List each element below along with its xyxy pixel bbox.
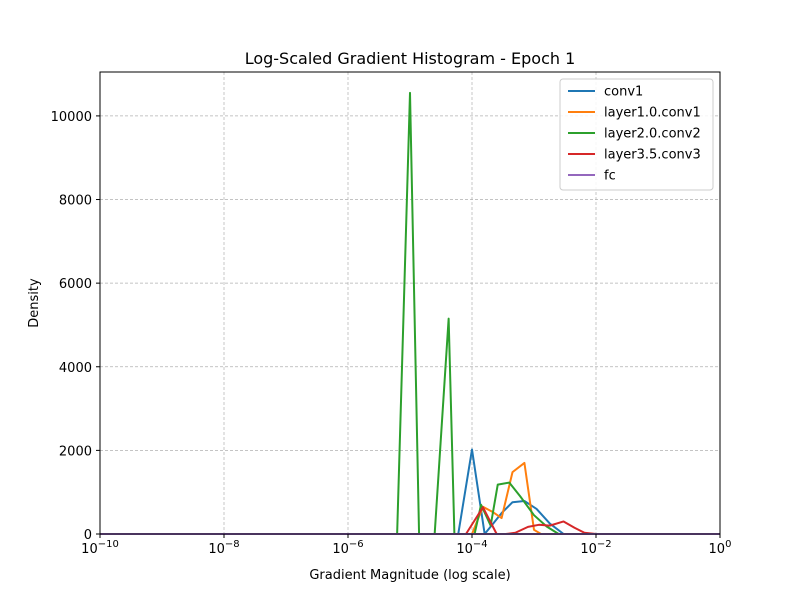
- y-tick-label: 4000: [59, 361, 92, 376]
- ticks-layer: 10−10 10−8 10−6 10−4 10−2 100 0 2000 4000 6000 800…: [51, 110, 732, 557]
- x-tick-label: 10−10: [81, 539, 119, 557]
- chart-title: Log-Scaled Gradient Histogram - Epoch 1: [245, 49, 576, 68]
- legend-label: fc: [604, 169, 616, 184]
- y-tick-label: 10000: [51, 110, 92, 125]
- y-tick-label: 8000: [59, 194, 92, 209]
- x-tick-label: 100: [709, 539, 732, 557]
- y-axis-label: Density: [27, 278, 42, 328]
- plot-frame: [99, 71, 721, 535]
- x-tick-label: 10−8: [208, 539, 239, 557]
- legend-box: [559, 78, 714, 191]
- legend-label: conv1: [604, 85, 643, 100]
- legend: conv1 layer1.0.conv1 layer2.0.conv2 layer3.…: [559, 78, 714, 191]
- x-axis-label: Gradient Magnitude (log scale): [309, 568, 510, 583]
- y-tick-label: 6000: [59, 277, 92, 292]
- legend-label: layer2.0.conv2: [604, 127, 701, 142]
- y-tick-label: 2000: [59, 444, 92, 459]
- x-tick-label: 10−6: [332, 539, 363, 557]
- x-tick-label: 10−4: [456, 539, 487, 557]
- x-tick-label: 10−2: [580, 539, 611, 557]
- series-line-layer3-5-conv3: [100, 506, 720, 535]
- legend-label: layer1.0.conv1: [604, 106, 701, 121]
- legend-label: layer3.5.conv3: [604, 148, 701, 163]
- y-tick-label: 0: [84, 528, 92, 543]
